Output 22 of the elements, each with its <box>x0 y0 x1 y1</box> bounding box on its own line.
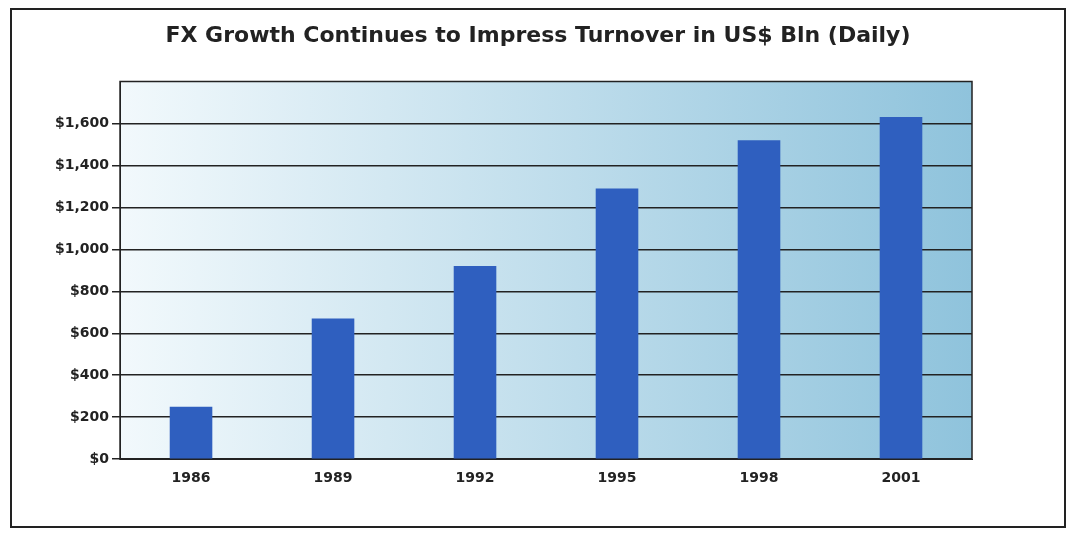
y-tick-label: $800 <box>70 281 110 298</box>
chart-title: FX Growth Continues to Impress Turnover in US$ Bln (Daily) <box>164 22 912 47</box>
y-tick-label: $1,600 <box>54 114 110 131</box>
y-tick-label: $600 <box>70 323 110 340</box>
x-tick-label: 1995 <box>597 469 637 486</box>
x-tick-label: 1986 <box>171 469 211 486</box>
x-tick-label: 1989 <box>313 469 353 486</box>
x-tick-label: 2001 <box>881 469 921 486</box>
y-tick-label: $200 <box>70 407 110 424</box>
y-tick-label: $0 <box>89 449 110 466</box>
y-tick-label: $1,200 <box>54 197 110 214</box>
bar <box>311 318 355 459</box>
y-tick-label: $1,000 <box>54 239 110 256</box>
bar <box>595 188 639 459</box>
x-tick-label: 1992 <box>455 469 495 486</box>
bar <box>453 266 497 459</box>
y-tick-label: $1,400 <box>54 156 110 172</box>
y-tick-label: $400 <box>70 365 110 382</box>
bar <box>169 406 213 459</box>
bar <box>737 140 781 459</box>
x-tick-label: 1998 <box>739 469 779 486</box>
bar <box>879 117 923 459</box>
